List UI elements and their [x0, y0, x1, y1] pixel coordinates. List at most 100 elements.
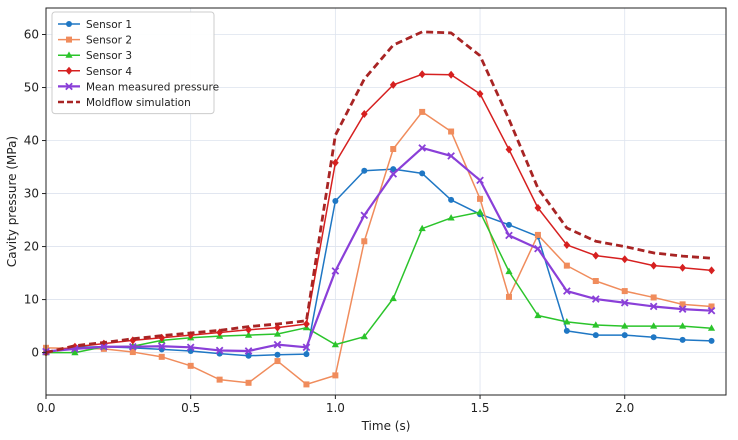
data-point — [678, 322, 687, 329]
data-point — [158, 353, 165, 360]
legend-item: Sensor 2 — [58, 35, 132, 47]
axis-ticks: 0.0 0.5 1.0 1.5 2.0 0 10 20 30 40 50 60 — [24, 28, 635, 415]
data-point — [707, 324, 716, 331]
data-point — [650, 334, 657, 341]
data-point — [244, 331, 253, 338]
data-point — [563, 287, 571, 295]
y-tick-label: 20 — [24, 240, 39, 254]
data-point — [448, 128, 455, 135]
y-tick-label: 0 — [31, 346, 39, 360]
data-point — [621, 322, 629, 329]
series-mean-measured-pressure — [42, 144, 716, 356]
series-group — [42, 30, 716, 388]
series-line — [45, 168, 712, 357]
legend-item: Sensor 3 — [58, 50, 132, 62]
legend-item: Mean measured pressure — [58, 81, 219, 93]
data-point — [650, 294, 657, 301]
series-line — [46, 211, 712, 354]
legend-box — [51, 11, 215, 115]
data-point — [361, 238, 368, 245]
legend: Sensor 1 Sensor 2 Sensor 3 Sensor 4 Mean mea… — [51, 11, 219, 115]
data-point — [534, 231, 541, 238]
data-point — [100, 342, 108, 351]
data-point — [649, 302, 658, 311]
data-point — [447, 214, 455, 221]
data-point — [331, 340, 339, 348]
data-point — [477, 195, 484, 202]
legend-marker — [65, 66, 73, 75]
plot-frame — [45, 7, 727, 396]
x-tick-label: 1.0 — [326, 401, 345, 415]
legend-label: Sensor 2 — [86, 35, 132, 47]
y-tick-label: 40 — [24, 134, 39, 148]
data-point — [332, 372, 339, 379]
data-point — [563, 240, 571, 249]
data-point — [505, 293, 512, 300]
data-point — [679, 336, 686, 343]
data-point — [245, 352, 252, 359]
data-point — [592, 332, 599, 339]
data-point — [390, 166, 397, 173]
data-point — [187, 362, 194, 369]
data-point — [505, 221, 512, 228]
data-point — [650, 322, 658, 329]
data-point — [360, 110, 368, 119]
data-point — [707, 306, 716, 315]
data-point — [302, 343, 311, 352]
series-line — [45, 30, 712, 354]
data-point — [303, 319, 310, 328]
data-point — [534, 311, 542, 319]
data-point — [708, 303, 715, 310]
series-line — [45, 73, 712, 354]
data-point — [679, 263, 686, 272]
data-point — [592, 278, 599, 285]
data-point — [448, 196, 455, 203]
data-point — [563, 327, 570, 334]
data-point — [129, 349, 136, 356]
legend-label: Moldflow simulation — [86, 97, 191, 109]
x-tick-label: 1.5 — [470, 401, 489, 415]
data-point — [621, 288, 628, 295]
data-point — [273, 330, 282, 337]
data-point — [679, 301, 686, 308]
x-tick-label: 0.5 — [181, 401, 200, 415]
legend-marker — [66, 36, 72, 43]
data-point — [505, 145, 513, 154]
legend-label: Sensor 4 — [86, 66, 132, 78]
legend-item: Sensor 1 — [58, 19, 132, 31]
data-point — [534, 203, 542, 212]
data-point — [476, 89, 484, 98]
data-point — [621, 255, 629, 264]
data-point — [71, 348, 79, 356]
data-point — [678, 305, 687, 313]
data-point — [418, 144, 427, 152]
data-point — [245, 379, 252, 386]
data-point — [505, 231, 513, 240]
y-tick-label: 30 — [24, 187, 39, 201]
data-point — [390, 146, 397, 153]
data-point — [157, 342, 166, 351]
data-point — [418, 70, 426, 79]
data-point — [216, 328, 224, 337]
data-point — [620, 298, 629, 307]
legend-label: Mean measured pressure — [86, 81, 219, 93]
data-point — [476, 208, 484, 215]
data-point — [447, 152, 455, 160]
legend-item: Moldflow simulation — [58, 97, 191, 109]
legend-marker — [65, 82, 73, 91]
y-tick-label: 10 — [24, 293, 39, 307]
data-point — [389, 170, 398, 178]
data-point — [563, 318, 571, 325]
data-point — [592, 321, 600, 328]
legend-label: Sensor 1 — [86, 19, 132, 31]
data-point — [418, 224, 426, 232]
data-point — [273, 340, 282, 349]
series-sensor-3 — [42, 208, 716, 356]
data-point — [274, 358, 281, 365]
data-point — [563, 262, 570, 269]
x-tick-label: 2.0 — [615, 401, 634, 415]
data-point — [128, 342, 137, 351]
legend-item: Sensor 4 — [58, 66, 132, 78]
y-tick-label: 50 — [24, 81, 39, 95]
